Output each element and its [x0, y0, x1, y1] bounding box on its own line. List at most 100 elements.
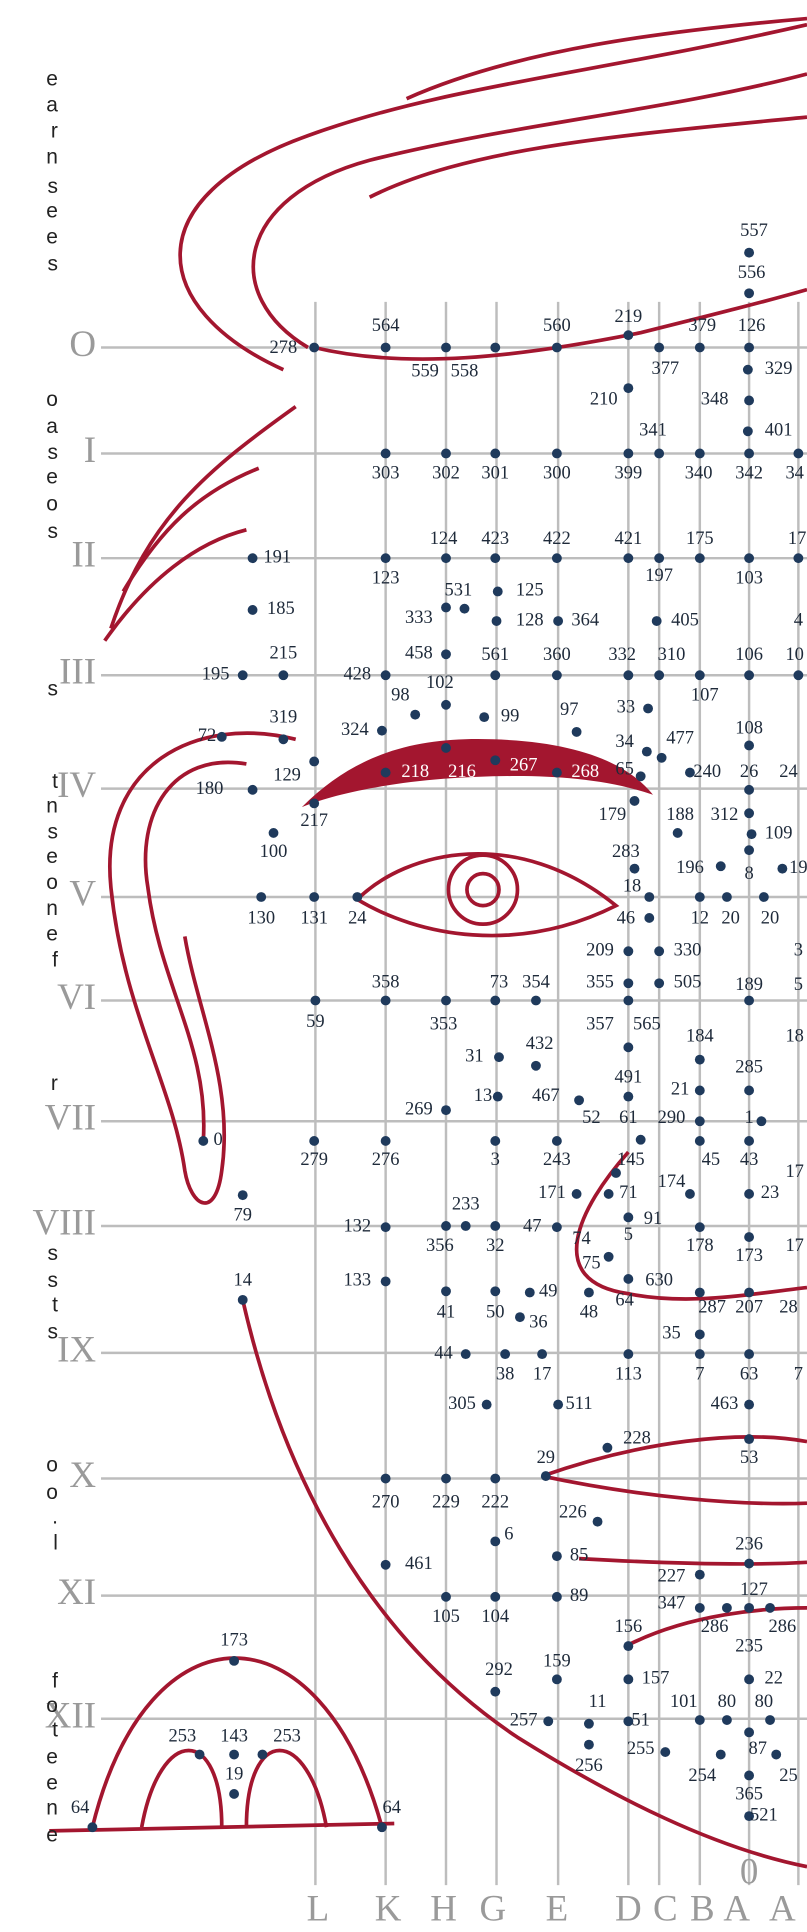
point-dot — [543, 1716, 553, 1726]
point-label: 305 — [448, 1393, 476, 1413]
point-label: 104 — [481, 1606, 509, 1626]
point-label: 72 — [198, 725, 216, 745]
text-fragment: f — [52, 949, 58, 972]
point-dot — [765, 1603, 775, 1613]
point-dot — [490, 1286, 500, 1296]
point-dot — [553, 1400, 563, 1410]
point-label: 132 — [343, 1215, 371, 1235]
point-label: 270 — [372, 1491, 400, 1511]
point-label: 340 — [685, 463, 713, 483]
text-fragment: s — [47, 520, 57, 543]
point-label: 179 — [598, 804, 626, 824]
point-dot — [309, 798, 319, 808]
point-dot — [309, 1136, 319, 1146]
point-dot — [490, 670, 500, 680]
point-dot — [269, 828, 279, 838]
text-fragment: o — [46, 871, 58, 894]
point-dot — [695, 1086, 705, 1096]
point-dot — [248, 553, 258, 563]
point-label: 422 — [543, 528, 571, 548]
text-fragment: o — [46, 388, 58, 411]
point-label: 379 — [688, 315, 716, 335]
point-dot — [490, 343, 500, 353]
point-label: 463 — [711, 1393, 739, 1413]
text-fragment: a — [46, 94, 58, 117]
point-dot — [623, 383, 633, 393]
row-label: VI — [57, 976, 96, 1017]
point-label: 290 — [658, 1107, 686, 1127]
point-label: 564 — [372, 315, 400, 335]
point-label: 6 — [504, 1523, 513, 1543]
point-label: 22 — [765, 1668, 783, 1688]
text-fragment: s — [47, 252, 57, 275]
point-dot — [490, 755, 500, 765]
point-dot — [381, 996, 391, 1006]
point-label: 5 — [794, 974, 803, 994]
point-dot — [552, 1222, 562, 1232]
point-dot — [623, 1042, 633, 1052]
point-label: 89 — [570, 1585, 588, 1605]
text-fragment: t — [52, 1719, 58, 1742]
point-label: 91 — [644, 1208, 662, 1228]
point-label: 109 — [765, 822, 793, 842]
point-dot — [490, 553, 500, 563]
point-label: 268 — [571, 761, 599, 781]
point-dot — [695, 1136, 705, 1146]
text-fragment: s — [47, 1321, 57, 1344]
point-label: 209 — [586, 939, 614, 959]
column-label: K — [375, 1888, 402, 1929]
point-dot — [238, 670, 248, 680]
point-label: 531 — [444, 580, 472, 600]
point-dot — [685, 1189, 695, 1199]
text-fragment: e — [46, 1823, 58, 1846]
point-dot — [593, 1517, 603, 1527]
point-label: 432 — [526, 1033, 554, 1053]
point-label: 71 — [619, 1182, 637, 1202]
point-dot — [695, 892, 705, 902]
text-fragment: s — [47, 1269, 57, 1292]
point-dot — [248, 785, 258, 795]
point-label: 285 — [735, 1056, 763, 1076]
point-label: 87 — [748, 1738, 766, 1758]
point-label: 99 — [501, 705, 519, 725]
point-dot — [441, 1221, 451, 1231]
column-label: C — [653, 1888, 678, 1929]
point-dot — [441, 603, 451, 613]
point-label: 256 — [575, 1755, 603, 1775]
text-fragment: e — [46, 1772, 58, 1795]
text-fragment: o — [46, 493, 58, 516]
point-dot — [657, 753, 667, 763]
point-dot — [493, 587, 503, 597]
point-label: 243 — [543, 1149, 571, 1169]
point-label: 185 — [267, 598, 295, 618]
point-dot — [352, 892, 362, 902]
column-label: A — [723, 1888, 750, 1929]
point-dot — [793, 670, 803, 680]
row-label: VII — [45, 1097, 96, 1138]
point-label: 3 — [491, 1149, 500, 1169]
point-label: 210 — [590, 389, 618, 409]
point-label: 24 — [348, 907, 366, 927]
point-label: 312 — [711, 804, 739, 824]
point-label: 20 — [721, 907, 739, 927]
point-label: 461 — [405, 1553, 433, 1573]
point-dot — [584, 1288, 594, 1298]
point-dot — [716, 861, 726, 871]
point-dot — [695, 1349, 705, 1359]
point-dot — [537, 1349, 547, 1359]
point-dot — [238, 1295, 248, 1305]
point-dot — [716, 1750, 726, 1760]
point-dot — [623, 1641, 633, 1651]
point-dot — [256, 892, 266, 902]
point-dot — [744, 288, 754, 298]
point-dot — [654, 946, 664, 956]
text-fragment: a — [46, 415, 58, 438]
point-dot — [500, 1349, 510, 1359]
point-dot — [623, 1674, 633, 1684]
point-label: 130 — [247, 907, 275, 927]
point-dot — [744, 808, 754, 818]
point-dot — [744, 553, 754, 563]
point-dot — [744, 1434, 754, 1444]
point-dot — [441, 1474, 451, 1484]
point-label: 556 — [738, 262, 766, 282]
